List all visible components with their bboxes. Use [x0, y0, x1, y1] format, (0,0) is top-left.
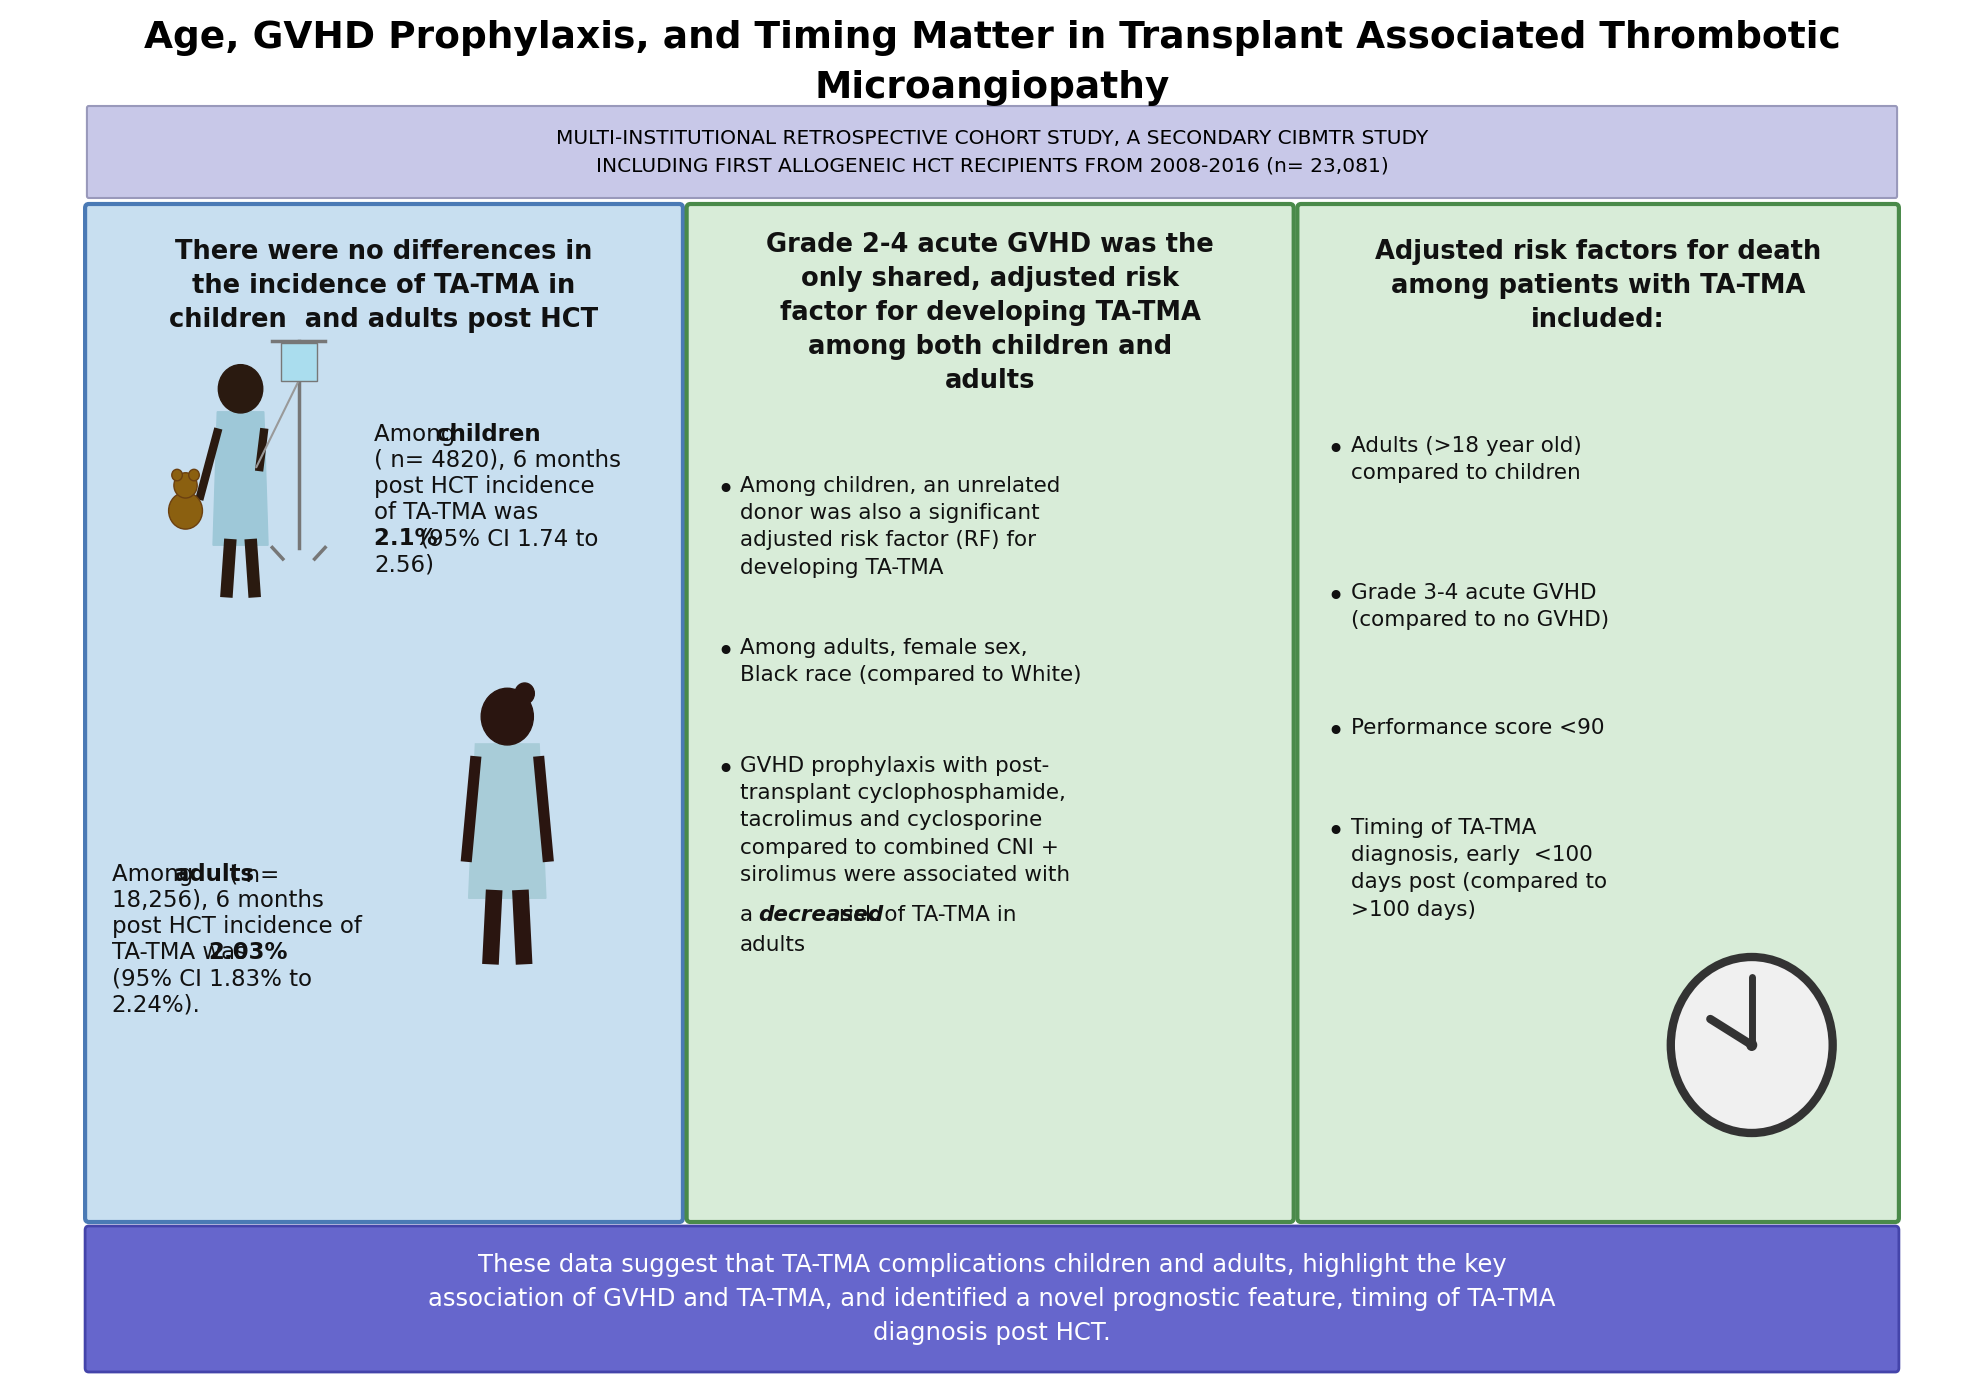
FancyBboxPatch shape: [686, 204, 1294, 1222]
FancyBboxPatch shape: [87, 106, 1897, 198]
Text: of TA-TMA was: of TA-TMA was: [373, 501, 538, 524]
Circle shape: [169, 493, 202, 530]
Polygon shape: [468, 744, 546, 899]
Text: Among adults, female sex,
Black race (compared to White): Among adults, female sex, Black race (co…: [740, 638, 1081, 685]
Circle shape: [1746, 1039, 1758, 1051]
Text: There were no differences in
the incidence of TA-TMA in
children  and adults pos: There were no differences in the inciden…: [169, 239, 599, 333]
FancyBboxPatch shape: [1298, 204, 1899, 1222]
Circle shape: [173, 469, 183, 480]
Text: Age, GVHD Prophylaxis, and Timing Matter in Transplant Associated Thrombotic: Age, GVHD Prophylaxis, and Timing Matter…: [143, 21, 1841, 56]
Text: TA-TMA was: TA-TMA was: [111, 941, 254, 965]
Polygon shape: [280, 343, 317, 381]
Text: •: •: [716, 476, 734, 505]
Text: Among: Among: [373, 422, 462, 446]
Circle shape: [175, 473, 196, 498]
Text: Among children, an unrelated
donor was also a significant
adjusted risk factor (: Among children, an unrelated donor was a…: [740, 476, 1059, 578]
Text: •: •: [716, 755, 734, 784]
Text: risk of TA-TMA in: risk of TA-TMA in: [831, 905, 1016, 926]
Text: adults: adults: [175, 863, 254, 886]
Text: •: •: [1327, 436, 1345, 465]
Text: 2.1%: 2.1%: [373, 527, 446, 550]
Text: ( n= 4820), 6 months: ( n= 4820), 6 months: [373, 449, 621, 472]
Text: ( n=: ( n=: [222, 863, 280, 886]
Text: •: •: [716, 638, 734, 667]
Text: MULTI-INSTITUTIONAL RETROSPECTIVE COHORT STUDY, A SECONDARY CIBMTR STUDY
INCLUDI: MULTI-INSTITUTIONAL RETROSPECTIVE COHORT…: [556, 128, 1428, 176]
Text: adults: adults: [740, 936, 806, 955]
Text: 18,256), 6 months: 18,256), 6 months: [111, 889, 323, 912]
Text: Performance score <90: Performance score <90: [1351, 718, 1605, 738]
Polygon shape: [212, 411, 268, 545]
Text: post HCT incidence of: post HCT incidence of: [111, 915, 361, 938]
Text: post HCT incidence: post HCT incidence: [373, 475, 595, 498]
Text: •: •: [1327, 583, 1345, 612]
Text: GVHD prophylaxis with post-
transplant cyclophosphamide,
tacrolimus and cyclospo: GVHD prophylaxis with post- transplant c…: [740, 755, 1069, 885]
Text: a: a: [740, 905, 768, 926]
Text: 2.03%: 2.03%: [208, 941, 288, 965]
Text: Adults (>18 year old)
compared to children: Adults (>18 year old) compared to childr…: [1351, 436, 1581, 483]
Text: Among: Among: [111, 863, 200, 886]
Text: Grade 3-4 acute GVHD
(compared to no GVHD): Grade 3-4 acute GVHD (compared to no GVH…: [1351, 583, 1609, 630]
Text: (95% CI 1.74 to: (95% CI 1.74 to: [421, 527, 599, 550]
Text: Microangiopathy: Microangiopathy: [813, 70, 1171, 106]
Circle shape: [482, 688, 534, 744]
Circle shape: [516, 682, 534, 705]
Text: Timing of TA-TMA
diagnosis, early  <100
days post (compared to
>100 days): Timing of TA-TMA diagnosis, early <100 d…: [1351, 817, 1607, 919]
FancyBboxPatch shape: [85, 1226, 1899, 1372]
Text: (95% CI 1.83% to: (95% CI 1.83% to: [111, 967, 311, 989]
Text: 2.24%).: 2.24%).: [111, 993, 200, 1015]
Circle shape: [218, 365, 262, 413]
Text: These data suggest that TA-TMA complications children and adults, highlight the : These data suggest that TA-TMA complicat…: [429, 1252, 1555, 1346]
Text: children: children: [436, 422, 542, 446]
Text: •: •: [1327, 817, 1345, 848]
Text: Adjusted risk factors for death
among patients with TA-TMA
included:: Adjusted risk factors for death among pa…: [1375, 239, 1821, 333]
Circle shape: [1671, 956, 1833, 1132]
FancyBboxPatch shape: [85, 204, 682, 1222]
Text: 2.56): 2.56): [373, 553, 434, 577]
Text: decreased: decreased: [758, 905, 883, 926]
Text: •: •: [1327, 718, 1345, 747]
Circle shape: [188, 469, 198, 480]
Text: Grade 2-4 acute GVHD was the
only shared, adjusted risk
factor for developing TA: Grade 2-4 acute GVHD was the only shared…: [766, 233, 1214, 394]
